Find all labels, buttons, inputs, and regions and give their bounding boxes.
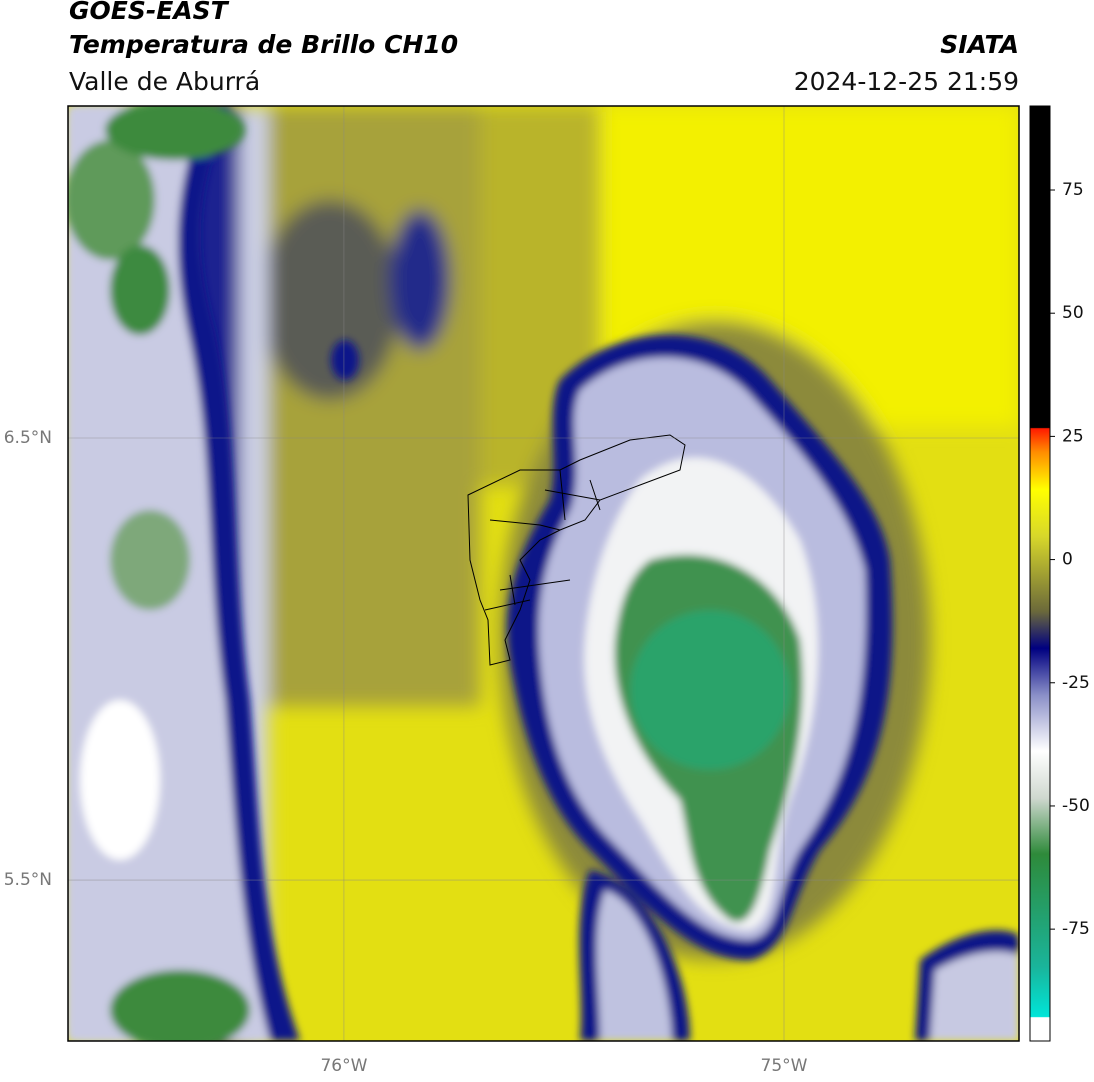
colorbar-tick-label: 50 [1062,303,1084,323]
colorbar-tick-label: -75 [1062,919,1090,939]
colorbar-tick-label: 25 [1062,426,1084,446]
satellite-image [68,106,1019,1041]
lat-tick-label: 6.5°N [4,428,52,448]
source: SIATA [940,30,1019,59]
datetime: 2024-12-25 21:59 [794,67,1019,96]
graticule: 76°W 75°W 6.5°N 5.5°N [4,106,1019,1076]
colorbar-tick-label: -25 [1062,673,1090,693]
title: GOES-EAST [69,0,230,25]
map-frame [67,105,1020,1042]
colorbar-tick-label: -50 [1062,796,1090,816]
colorbar [1029,105,1051,1042]
colorbar-tick-label: 0 [1062,550,1073,570]
region: Valle de Aburrá [69,67,260,96]
subtitle: Temperatura de Brillo CH10 [69,30,458,59]
colorbar-tick-label: 75 [1062,180,1084,200]
lat-tick-label: 5.5°N [4,870,52,890]
municipal-boundaries [467,434,686,666]
colorbar-ticks: 75 50 25 0 -25 -50 -75 [1050,180,1090,939]
lon-tick-label: 76°W [320,1056,367,1076]
lon-tick-label: 75°W [761,1056,808,1076]
